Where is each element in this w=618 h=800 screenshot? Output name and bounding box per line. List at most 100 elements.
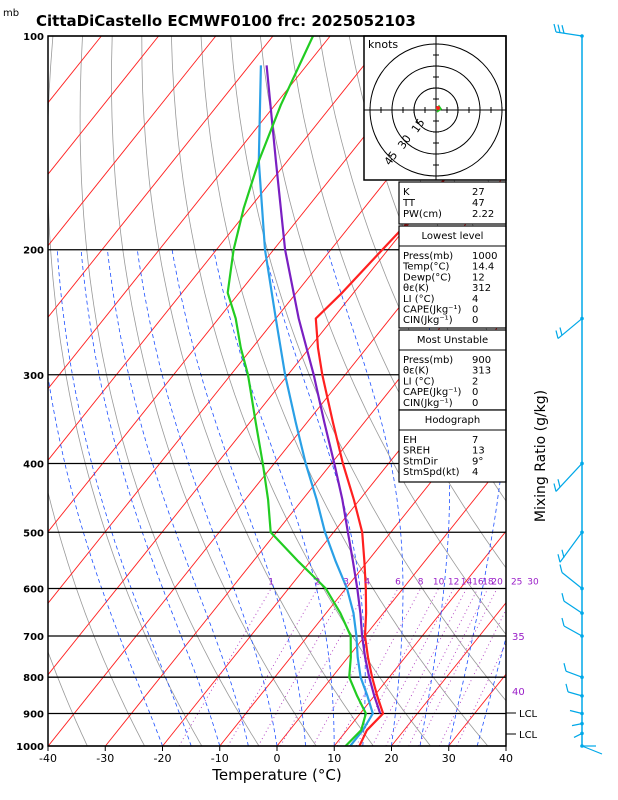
isotherm xyxy=(48,36,217,247)
wind-profile xyxy=(553,23,603,755)
mixing-ratio-line xyxy=(336,588,421,746)
x-tick-label: 10 xyxy=(327,752,341,765)
mixing-ratio-label: 3 xyxy=(343,577,349,587)
isotherm xyxy=(48,173,506,746)
table-label: θε(K) xyxy=(403,283,429,294)
mixing-ratio-label: 14 xyxy=(461,577,473,587)
dewpoint-line xyxy=(226,36,367,746)
mixing-ratio-line xyxy=(438,608,506,746)
isotherm xyxy=(391,602,506,746)
moist-adiabat xyxy=(476,635,506,746)
dry-adiabat xyxy=(586,36,618,746)
pressure-tick-label: 1000 xyxy=(16,742,44,753)
pressure-tick-label: 200 xyxy=(23,246,44,257)
dry-adiabat xyxy=(48,36,203,746)
temperature-line xyxy=(314,110,506,746)
wind-barb xyxy=(565,670,583,678)
mixing-ratio-label: 18 xyxy=(482,577,494,587)
table-value: 4 xyxy=(472,467,478,478)
mixing-ratio-line xyxy=(397,588,479,746)
table-value: 2.22 xyxy=(472,209,494,220)
dry-adiabat xyxy=(200,36,489,746)
x-tick-label: 20 xyxy=(385,752,399,765)
isotherm xyxy=(48,36,159,175)
y-axis: 100 200 300 400 500 600 700 800 900 1000 xyxy=(16,32,44,753)
wind-barb-feather xyxy=(561,593,565,602)
x-tick-label: 30 xyxy=(442,752,456,765)
theta-e-label: 40 xyxy=(512,687,525,698)
table-label: Dewp(°C) xyxy=(403,272,451,283)
table-label: StmDir xyxy=(403,456,438,467)
dry-adiabat xyxy=(79,36,260,746)
x-axis: -40 -30 -20 -10 0 10 20 30 40 xyxy=(39,746,513,765)
chart-title: CittaDiCastello ECMWF0100 frc: 202505210… xyxy=(36,12,416,30)
pressure-tick-label: 500 xyxy=(23,528,44,539)
moist-adiabat xyxy=(80,249,221,746)
wind-barb-feather xyxy=(553,483,557,492)
hodograph_box-box xyxy=(398,409,507,483)
dry-adiabat xyxy=(171,36,431,746)
wind-barb xyxy=(559,531,583,563)
mixing-ratio-label: 12 xyxy=(448,577,459,587)
wind-barb-feather xyxy=(557,24,561,33)
most_unstable-header: Most Unstable xyxy=(417,335,488,346)
lowest_level-header: Lowest level xyxy=(422,231,484,242)
parcel-line xyxy=(265,65,382,714)
mixing-ratio-line xyxy=(178,588,272,746)
table-value: 313 xyxy=(472,366,491,377)
mixing-ratio-label: 16 xyxy=(472,577,484,587)
mixing-ratio-line xyxy=(280,588,368,746)
lcl-label: LCL xyxy=(519,709,538,720)
wetbulb-line xyxy=(257,65,374,746)
dry-adiabat xyxy=(141,36,374,746)
x-tick-label: -30 xyxy=(96,752,114,765)
moist-adiabat xyxy=(171,249,306,746)
wind-barb-feather xyxy=(555,330,559,339)
wind-barb xyxy=(561,572,583,589)
pressure-unit: mb xyxy=(3,8,19,19)
table-label: K xyxy=(403,187,410,198)
table-value: 47 xyxy=(472,198,485,209)
mixing-ratio-line xyxy=(257,588,347,746)
pressure-tick-label: 400 xyxy=(23,459,44,470)
mixing-ratio-line xyxy=(312,588,399,746)
moist-adiabat xyxy=(56,249,192,746)
table-value: 0 xyxy=(472,315,478,326)
dry-adiabat xyxy=(48,490,145,746)
table-label: LI (°C) xyxy=(403,294,435,305)
pressure-tick-label: 100 xyxy=(23,32,44,43)
table-value: 0 xyxy=(472,387,478,398)
table-label: SREH xyxy=(403,446,430,457)
isotherm xyxy=(276,459,506,746)
moist-adiabat xyxy=(213,249,335,746)
isotherm xyxy=(48,36,331,390)
table-value: 9° xyxy=(472,456,483,467)
table-label: Temp(°C) xyxy=(402,262,450,273)
isotherm xyxy=(48,36,445,533)
sounding-curves xyxy=(226,36,506,746)
dry-adiabat xyxy=(48,650,88,746)
wind-barb-feather xyxy=(553,23,557,33)
mixing-ratio-label: 10 xyxy=(433,577,445,587)
wind-barb xyxy=(563,600,583,614)
table-value: 7 xyxy=(472,435,478,446)
table-label: StmSpd(kt) xyxy=(403,467,460,478)
table-value: 14.4 xyxy=(472,262,494,273)
moist-adiabat xyxy=(107,249,249,746)
mixing-ratio-label: 30 xyxy=(527,577,539,587)
wind-barb-feather xyxy=(563,663,567,672)
table-label: Press(mb) xyxy=(403,251,453,262)
storm-motion-marker xyxy=(436,106,440,110)
skewt-grid xyxy=(48,36,618,746)
theta-e-label: 35 xyxy=(512,632,525,643)
moist-adiabat xyxy=(136,249,278,746)
wind-barb xyxy=(571,723,583,727)
wind-barb-feather xyxy=(565,683,569,693)
table-value: 0 xyxy=(472,398,478,409)
wind-barb-feather xyxy=(561,549,565,558)
x-axis-title: Temperature (°C) xyxy=(211,766,341,784)
mixing-ratio-line xyxy=(371,588,454,746)
wind-barb-feather xyxy=(557,554,561,563)
table-value: 900 xyxy=(472,355,491,366)
